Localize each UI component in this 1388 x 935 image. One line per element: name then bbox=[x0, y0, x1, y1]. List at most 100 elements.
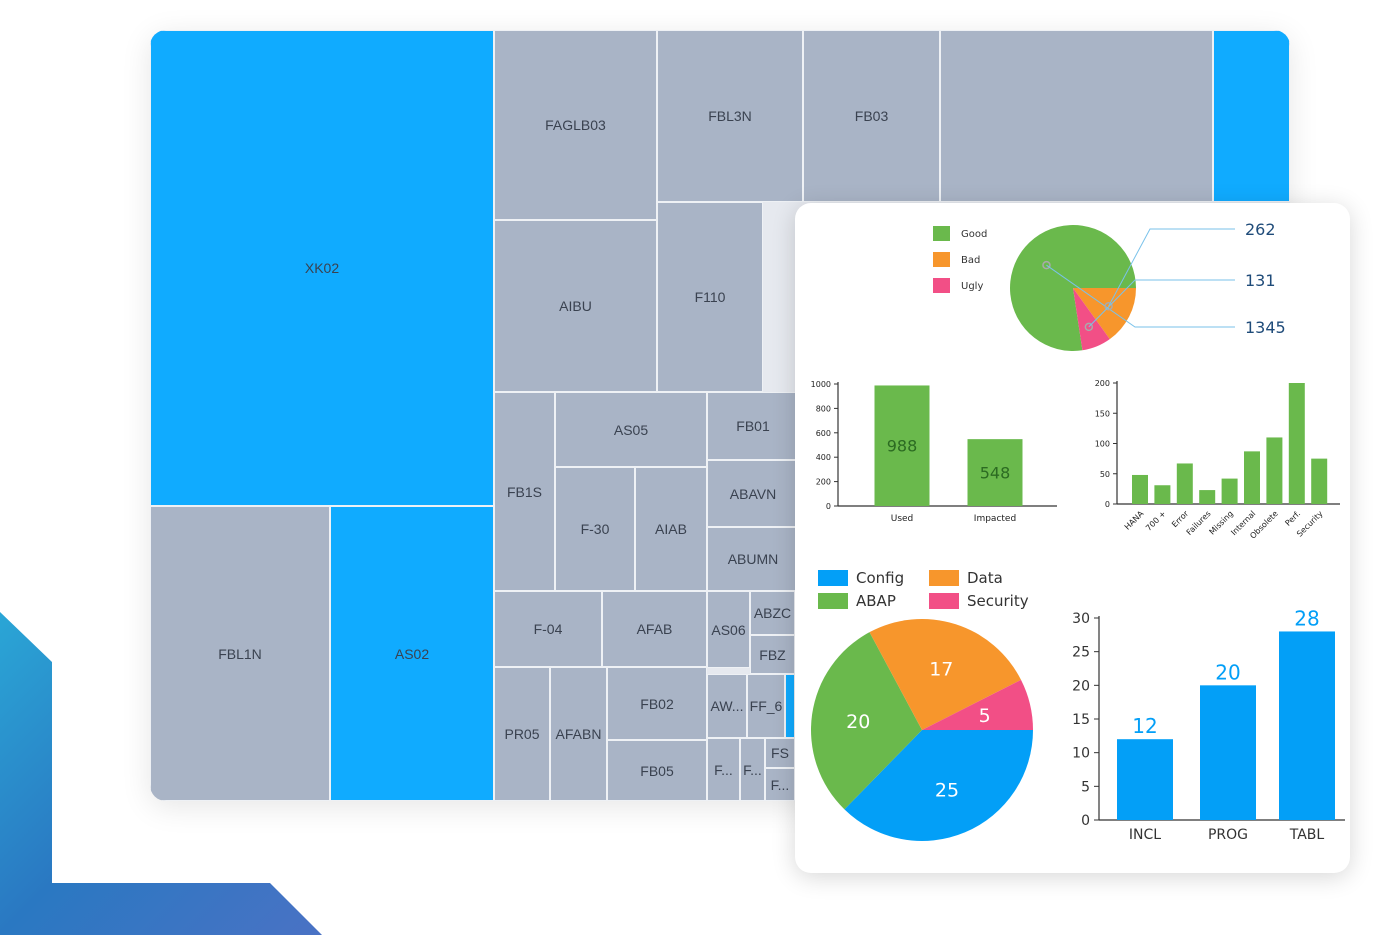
x-tick-label: Failures bbox=[1185, 509, 1213, 537]
treemap-tile bbox=[940, 30, 1213, 202]
treemap-tile: FB01 bbox=[707, 392, 799, 460]
legend-label-ugly: Ugly bbox=[961, 281, 983, 292]
data-label: 1345 bbox=[1245, 318, 1286, 337]
callout-dot bbox=[1042, 260, 1051, 270]
legend-swatch-abap bbox=[818, 593, 848, 609]
x-tick-label: INCL bbox=[1129, 827, 1161, 843]
x-tick-label: Used bbox=[891, 514, 914, 524]
bar-used bbox=[874, 385, 930, 506]
data-label: 262 bbox=[1245, 220, 1276, 239]
pie-value-label: 17 bbox=[929, 659, 953, 681]
treemap-tile: AFABN bbox=[550, 667, 607, 801]
treemap-tile: AS05 bbox=[555, 392, 707, 467]
bar bbox=[1154, 485, 1171, 504]
bar bbox=[1199, 490, 1216, 504]
y-tick-label: 1000 bbox=[811, 380, 831, 389]
treemap-tile: FBL1N bbox=[150, 506, 330, 801]
pie-slice-security bbox=[922, 679, 1033, 730]
bar-value-label: 28 bbox=[1294, 606, 1319, 630]
y-tick-label: 50 bbox=[1100, 470, 1110, 479]
y-tick-label: 800 bbox=[816, 404, 831, 413]
bar-value-label: 548 bbox=[980, 464, 1011, 483]
y-tick-label: 20 bbox=[1072, 678, 1090, 694]
callout-line bbox=[1046, 264, 1235, 328]
callout-dot bbox=[1104, 301, 1113, 311]
bar-impacted bbox=[967, 439, 1023, 506]
pie-slice-data bbox=[869, 619, 1022, 730]
x-tick-label: Error bbox=[1170, 509, 1191, 530]
treemap-tile: AIAB bbox=[635, 467, 707, 591]
y-tick-label: 400 bbox=[816, 453, 831, 462]
treemap-tile: AS06 bbox=[707, 591, 750, 668]
legend-swatch-config bbox=[818, 570, 848, 586]
treemap-tile: ABZC bbox=[750, 591, 795, 635]
bar-incl bbox=[1117, 739, 1173, 820]
y-tick-label: 30 bbox=[1072, 611, 1090, 627]
treemap-tile: F-04 bbox=[494, 591, 602, 667]
y-tick-label: 0 bbox=[1081, 813, 1090, 829]
treemap-tile: AIBU bbox=[494, 220, 657, 392]
y-tick-label: 15 bbox=[1072, 712, 1090, 728]
bar bbox=[1176, 463, 1193, 504]
callout-dot bbox=[1084, 322, 1094, 332]
legend-label-abap: ABAP bbox=[856, 592, 896, 610]
y-tick-label: 600 bbox=[816, 429, 831, 438]
bar-prog bbox=[1200, 685, 1256, 820]
pie-slice-bad bbox=[1073, 288, 1136, 340]
treemap-tile bbox=[785, 674, 795, 738]
treemap-tile: ABAVN bbox=[707, 460, 799, 527]
y-tick-label: 25 bbox=[1072, 645, 1090, 661]
treemap-tile: FF_6 bbox=[747, 674, 785, 738]
charts-card: Good Bad Ugly 1345 262 131 0 200 400 600 800 1000 98… bbox=[795, 203, 1350, 873]
y-tick-label: 5 bbox=[1081, 779, 1090, 795]
treemap-tile: FB1S bbox=[494, 392, 555, 591]
bar-value-label: 988 bbox=[887, 437, 918, 456]
pie-slice-config bbox=[844, 730, 1033, 841]
charts-svg: GoodBadUgly13452621310200400600800100098… bbox=[811, 220, 1345, 843]
treemap-tile: F... bbox=[707, 738, 740, 801]
bar bbox=[1244, 451, 1260, 504]
pie-slice-ugly bbox=[1073, 288, 1110, 351]
legend-swatch-ugly bbox=[933, 278, 950, 293]
y-tick-label: 0 bbox=[826, 502, 831, 511]
x-tick-label: 700 + bbox=[1144, 509, 1168, 533]
pie-value-label: 5 bbox=[979, 705, 991, 727]
bar bbox=[1132, 474, 1148, 504]
bar-tabl bbox=[1279, 631, 1335, 820]
x-tick-label: PROG bbox=[1208, 827, 1248, 843]
pie-value-label: 25 bbox=[935, 779, 959, 801]
treemap-tile: FB05 bbox=[607, 740, 707, 801]
treemap-tile: PR05 bbox=[494, 667, 550, 801]
bar bbox=[1221, 478, 1238, 504]
pie-slice-good bbox=[1010, 225, 1136, 351]
treemap-tile: ABUMN bbox=[707, 527, 799, 591]
callout-line bbox=[1088, 279, 1235, 328]
y-tick-label: 100 bbox=[1095, 440, 1110, 449]
treemap-tile: F110 bbox=[657, 202, 763, 392]
legend-label-good: Good bbox=[961, 229, 987, 240]
treemap-tile: FBZ bbox=[750, 635, 795, 674]
treemap-tile: FB03 bbox=[803, 30, 940, 202]
pie-slice-abap bbox=[811, 632, 922, 810]
blue-decor-shape bbox=[0, 612, 322, 935]
treemap-tile: AFAB bbox=[602, 591, 707, 667]
legend-label-bad: Bad bbox=[961, 255, 980, 266]
y-tick-label: 150 bbox=[1095, 409, 1110, 418]
legend-swatch-security bbox=[929, 593, 959, 609]
bar bbox=[1311, 458, 1328, 504]
x-tick-label: TABL bbox=[1289, 827, 1325, 843]
treemap-tile: FS bbox=[765, 738, 795, 768]
legend-label-config: Config bbox=[856, 569, 904, 587]
legend-swatch-good bbox=[933, 226, 950, 241]
treemap-tile: F... bbox=[740, 738, 765, 801]
pie-value-label: 20 bbox=[846, 711, 870, 733]
treemap-tile: FB02 bbox=[607, 667, 707, 740]
treemap-tile: F-30 bbox=[555, 467, 635, 591]
treemap-tile: AS02 bbox=[330, 506, 494, 801]
data-label: 131 bbox=[1245, 271, 1276, 290]
x-tick-label: HANA bbox=[1123, 509, 1146, 532]
x-tick-label: Impacted bbox=[974, 514, 1016, 524]
legend-swatch-bad bbox=[933, 252, 950, 267]
x-tick-label: Perf. bbox=[1283, 509, 1302, 528]
